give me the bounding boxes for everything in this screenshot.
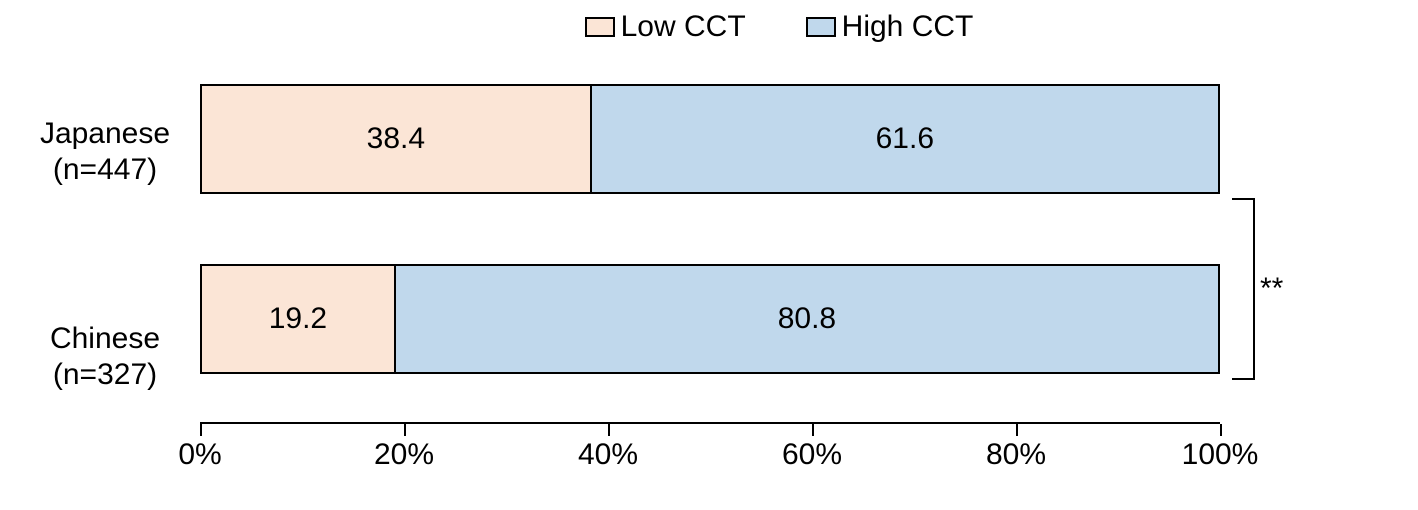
- bar-row-chinese: 19.2 80.8: [200, 264, 1220, 374]
- y-label-chinese: Chinese (n=327): [20, 302, 190, 412]
- significance-bracket: **: [1232, 124, 1262, 484]
- category-name: Chinese: [20, 321, 190, 357]
- significance-label: **: [1260, 272, 1283, 306]
- legend-label-low: Low CCT: [621, 10, 746, 44]
- x-axis: 0%20%40%60%80%100%: [200, 424, 1220, 474]
- bar-segment-low: 38.4: [200, 84, 592, 194]
- bar-value-label: 38.4: [367, 122, 425, 156]
- category-n: (n=447): [20, 152, 190, 188]
- category-n: (n=327): [20, 357, 190, 393]
- x-tick: [200, 424, 202, 436]
- category-name: Japanese: [20, 116, 190, 152]
- x-tick: [608, 424, 610, 436]
- bar-row-japanese: 38.4 61.6: [200, 84, 1220, 194]
- x-tick: [1016, 424, 1018, 436]
- bar-segment-high: 80.8: [396, 264, 1220, 374]
- bracket-icon: [1232, 124, 1262, 484]
- bar-segment-low: 19.2: [200, 264, 396, 374]
- x-tick-label: 20%: [374, 438, 434, 472]
- legend-item-high: High CCT: [806, 10, 974, 44]
- x-tick-label: 100%: [1182, 438, 1259, 472]
- x-tick-label: 0%: [178, 438, 221, 472]
- x-tick-label: 60%: [782, 438, 842, 472]
- x-tick: [404, 424, 406, 436]
- legend-label-high: High CCT: [842, 10, 974, 44]
- bar-value-label: 19.2: [269, 302, 327, 336]
- bars-region: 38.4 61.6 19.2 80.8: [200, 64, 1220, 424]
- bar-value-label: 80.8: [778, 302, 836, 336]
- x-tick: [1220, 424, 1222, 436]
- legend-swatch-high: [806, 17, 836, 37]
- x-tick: [812, 424, 814, 436]
- plot-area: Japanese (n=447) Chinese (n=327) 38.4 61…: [20, 64, 1398, 424]
- legend: Low CCT High CCT: [20, 10, 1398, 44]
- y-label-japanese: Japanese (n=447): [20, 97, 190, 207]
- x-tick-label: 40%: [578, 438, 638, 472]
- bar-segment-high: 61.6: [592, 84, 1220, 194]
- y-axis-labels: Japanese (n=447) Chinese (n=327): [20, 64, 200, 424]
- legend-item-low: Low CCT: [585, 10, 746, 44]
- cct-stacked-bar-chart: Low CCT High CCT Japanese (n=447) Chines…: [20, 10, 1398, 500]
- x-tick-label: 80%: [986, 438, 1046, 472]
- bar-value-label: 61.6: [876, 122, 934, 156]
- legend-swatch-low: [585, 17, 615, 37]
